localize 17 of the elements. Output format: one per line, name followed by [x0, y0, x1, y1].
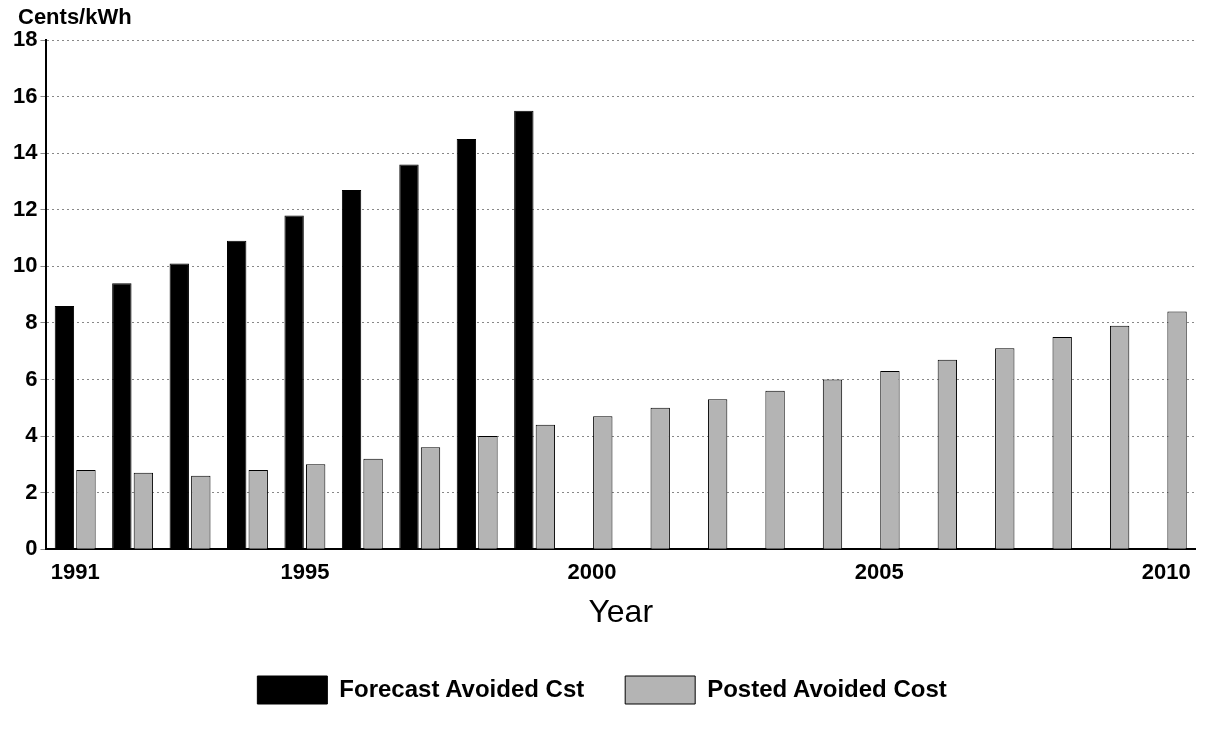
- x-axis-title: Year: [588, 592, 654, 629]
- y-tick-label: 2: [25, 478, 38, 504]
- x-tick-label: 2005: [854, 559, 904, 585]
- legend-label: Posted Avoided Cost: [707, 674, 947, 702]
- x-tick-label: 2000: [567, 559, 617, 585]
- y-tick-label: 16: [12, 82, 38, 108]
- y-tick-label: 8: [25, 308, 38, 334]
- y-tick-label: 0: [25, 535, 38, 561]
- x-tick-label: 1991: [50, 559, 100, 585]
- x-tick-label: 1995: [280, 559, 330, 585]
- y-tick-label: 14: [12, 139, 39, 165]
- y-tick-label: 12: [12, 195, 38, 221]
- y-tick-label: 4: [25, 422, 39, 448]
- legend-label: Forecast Avoided Cst: [339, 674, 585, 702]
- y-tick-label: 10: [12, 252, 38, 278]
- x-tick-label: 2010: [1141, 559, 1191, 585]
- y-tick-label: 6: [25, 365, 38, 391]
